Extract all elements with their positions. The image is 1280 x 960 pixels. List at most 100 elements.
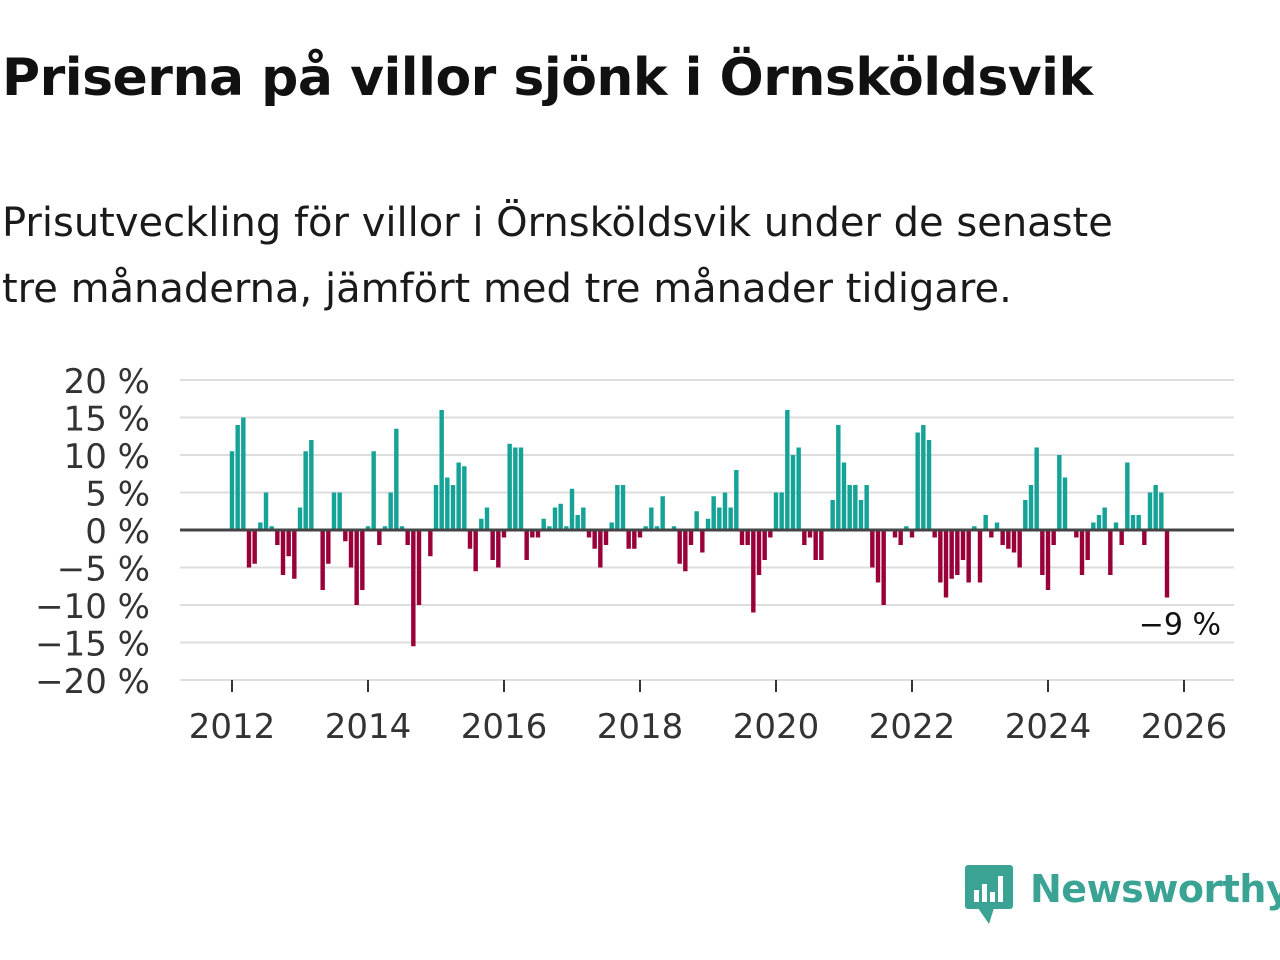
bar xyxy=(983,515,988,530)
bar xyxy=(411,530,416,647)
bar xyxy=(875,530,881,583)
bar xyxy=(1119,530,1124,545)
bar xyxy=(632,530,637,549)
bar xyxy=(700,530,705,553)
y-tick-label: −15 % xyxy=(35,625,150,665)
bar xyxy=(1034,447,1039,530)
bar xyxy=(484,507,490,530)
bar xyxy=(252,530,257,564)
bar xyxy=(943,530,949,598)
bar xyxy=(343,530,348,542)
bar xyxy=(847,485,852,530)
last-value-label: −9 % xyxy=(1139,608,1221,643)
bar xyxy=(915,432,920,530)
bar xyxy=(428,530,433,557)
bar xyxy=(671,526,677,530)
bar xyxy=(280,530,286,575)
bar xyxy=(547,526,552,530)
bar xyxy=(688,530,694,545)
y-tick-label: 15 % xyxy=(64,400,150,440)
price-change-bar-chart: 20 %15 %10 %5 %0 %−5 %−10 %−15 %−20 % 20… xyxy=(35,362,1234,747)
y-tick-label: 20 % xyxy=(64,362,150,402)
bar xyxy=(1164,530,1170,598)
bar xyxy=(802,530,807,545)
bar xyxy=(677,530,682,564)
bar xyxy=(836,425,841,530)
bar xyxy=(598,530,603,568)
bar xyxy=(275,530,280,545)
bar xyxy=(513,447,518,530)
bar xyxy=(722,492,728,530)
bar xyxy=(994,522,1000,530)
bar xyxy=(1108,530,1113,575)
x-tick-label: 2026 xyxy=(1141,707,1228,747)
bar xyxy=(615,485,620,530)
bar xyxy=(1023,500,1028,530)
bar xyxy=(501,530,507,538)
bar xyxy=(581,507,586,530)
bar xyxy=(728,507,733,530)
bar xyxy=(711,496,716,530)
x-tick-label: 2016 xyxy=(461,707,548,747)
bar xyxy=(1028,485,1034,530)
bar xyxy=(586,530,592,538)
bar xyxy=(433,485,439,530)
bar xyxy=(955,530,960,575)
chart-title: Priserna på villor sjönk i Örnsköldsvik xyxy=(2,48,1093,108)
bar xyxy=(229,451,235,530)
bar xyxy=(1079,530,1085,575)
bar xyxy=(552,507,558,530)
bar xyxy=(858,500,864,530)
bar xyxy=(558,503,563,530)
bar xyxy=(394,428,399,530)
bar xyxy=(1000,530,1005,545)
bar xyxy=(1159,492,1164,530)
brand-name: Newsworthy xyxy=(1030,867,1280,911)
x-tick-label: 2020 xyxy=(733,707,820,747)
newsworthy-logo: Newsworthy xyxy=(964,864,1280,926)
bar xyxy=(881,530,886,605)
bar xyxy=(637,530,643,538)
x-tick-label: 2014 xyxy=(325,707,412,747)
bar xyxy=(246,530,252,568)
y-axis: 20 %15 %10 %5 %0 %−5 %−10 %−15 %−20 % xyxy=(35,362,150,702)
bar xyxy=(1136,515,1141,530)
bar xyxy=(864,485,869,530)
bar xyxy=(1096,515,1102,530)
bar xyxy=(564,526,569,530)
bar xyxy=(926,440,932,530)
bar xyxy=(1074,530,1079,538)
bar xyxy=(960,530,966,560)
bar xyxy=(348,530,354,568)
bar xyxy=(830,500,835,530)
x-axis: 2012 2014 2016 2018 2020 2022 2024 2026 xyxy=(189,680,1228,747)
bar xyxy=(530,530,535,538)
bar xyxy=(717,507,722,530)
bar xyxy=(1102,507,1107,530)
bar xyxy=(507,443,512,530)
bar xyxy=(853,485,858,530)
bar xyxy=(654,526,660,530)
subtitle-line-1: Prisutveckling för villor i Örnsköldsvik… xyxy=(2,200,1113,246)
bar xyxy=(320,530,325,590)
bar xyxy=(1142,530,1147,545)
bar xyxy=(779,492,784,530)
bar xyxy=(841,462,847,530)
x-tick-label: 2018 xyxy=(597,707,684,747)
bar xyxy=(768,530,773,538)
bar xyxy=(1153,485,1158,530)
bar xyxy=(303,451,308,530)
bar xyxy=(309,440,314,530)
bar xyxy=(541,518,546,530)
y-tick-label: −5 % xyxy=(57,550,150,590)
bar xyxy=(609,522,614,530)
bar xyxy=(524,530,529,560)
bar xyxy=(932,530,937,538)
y-tick-label: −10 % xyxy=(35,587,150,627)
bar xyxy=(337,492,342,530)
bar xyxy=(1147,492,1153,530)
bar xyxy=(751,530,756,613)
bar xyxy=(762,530,767,560)
bar xyxy=(790,455,796,530)
y-tick-label: 10 % xyxy=(64,437,150,477)
